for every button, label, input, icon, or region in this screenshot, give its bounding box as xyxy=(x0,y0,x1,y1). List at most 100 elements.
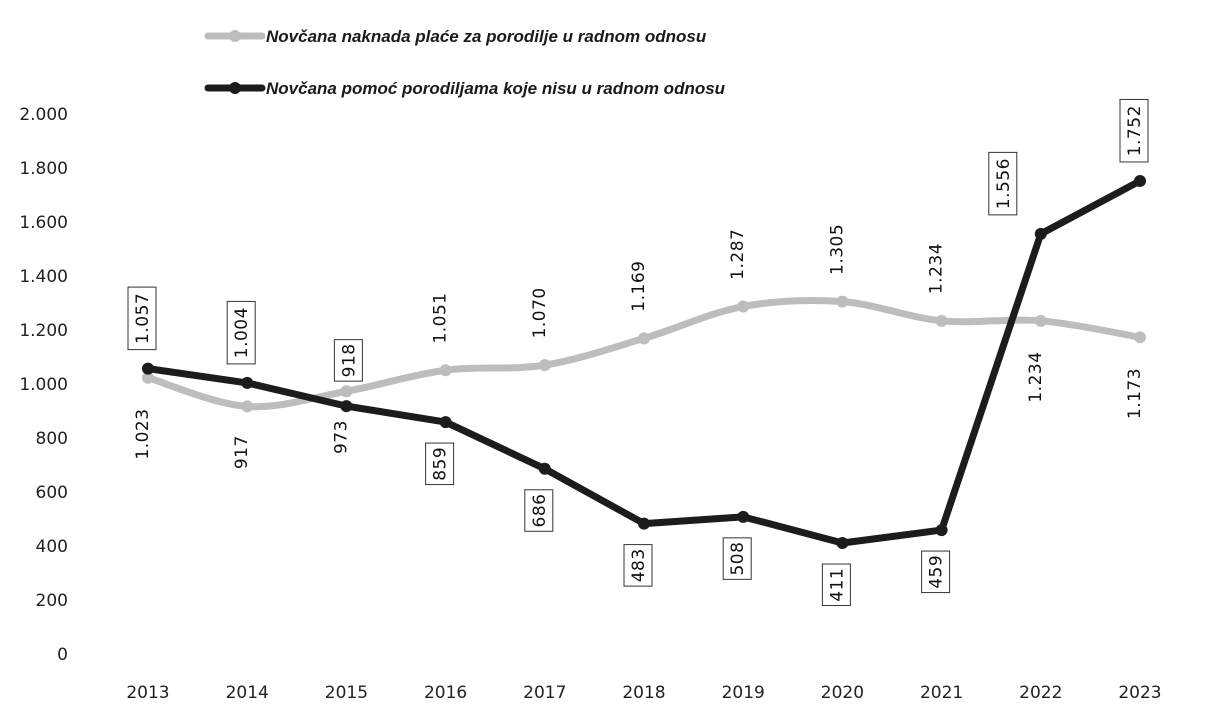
data-point-series-0 xyxy=(1034,314,1047,327)
y-tick-label: 600 xyxy=(36,483,68,503)
data-label-series-1: 1.752 xyxy=(1119,98,1149,163)
x-tick-label: 2019 xyxy=(722,683,765,703)
data-label-series-0-text: 1.023 xyxy=(133,408,153,459)
data-label-series-1-text: 459 xyxy=(927,555,947,589)
x-axis: 2013 2014 2015 2016 2017 2018 2019 2020 2021 2022… xyxy=(126,683,1161,703)
legend: Novčana naknada plaće za porodilje u rad… xyxy=(204,27,726,98)
data-label-series-1-box xyxy=(623,544,653,587)
data-point-series-0 xyxy=(1134,331,1146,344)
data-label-series-0-text: 973 xyxy=(331,420,351,454)
data-label-series-1-box xyxy=(988,151,1018,216)
data-label-series-0-text: 1.234 xyxy=(927,243,947,294)
data-label-series-0-text: 1.305 xyxy=(827,224,847,275)
y-tick-label: 1.400 xyxy=(19,267,68,287)
x-tick-label: 2015 xyxy=(325,683,368,703)
x-tick-label: 2017 xyxy=(523,683,566,703)
data-point-series-0 xyxy=(737,300,750,313)
data-label-series-1-text: 859 xyxy=(431,447,451,481)
data-label-series-1-box xyxy=(226,300,256,365)
data-label-series-1: 411 xyxy=(821,563,851,607)
data-point-series-1 xyxy=(142,362,154,375)
data-point-series-0 xyxy=(439,364,452,377)
data-label-series-1: 459 xyxy=(921,550,951,594)
x-tick-label: 2018 xyxy=(622,683,665,703)
x-tick-label: 2013 xyxy=(126,683,169,703)
x-tick-label: 2021 xyxy=(920,683,963,703)
data-label-series-0: 1.287 xyxy=(728,229,748,280)
data-label-series-0: 1.234 xyxy=(927,243,947,294)
data-label-series-1-text: 1.057 xyxy=(133,293,153,344)
data-point-series-0 xyxy=(340,385,353,398)
data-label-series-0-text: 1.070 xyxy=(530,287,550,338)
legend-marker-unemployed xyxy=(229,82,241,94)
x-tick-label: 2023 xyxy=(1118,683,1161,703)
data-label-series-1: 686 xyxy=(524,489,554,532)
y-axis: 0 200 400 600 800 1.000 1.200 1.400 1.600 1.800 2.… xyxy=(19,105,68,665)
data-label-series-1: 1.556 xyxy=(988,151,1018,216)
y-tick-label: 1.800 xyxy=(19,159,68,179)
data-point-series-0 xyxy=(638,332,650,345)
data-label-series-0: 1.051 xyxy=(431,292,451,343)
data-label-series-1-text: 1.752 xyxy=(1125,105,1145,156)
y-tick-label: 1.200 xyxy=(19,321,68,341)
legend-marker-employed xyxy=(229,30,241,42)
data-label-series-1-text: 483 xyxy=(629,548,649,582)
y-tick-label: 200 xyxy=(36,591,68,611)
data-label-series-1-box xyxy=(524,489,554,532)
data-label-series-1-text: 411 xyxy=(827,568,847,602)
data-label-series-0: 917 xyxy=(232,435,252,469)
data-point-series-0 xyxy=(241,400,254,413)
data-label-series-0: 1.169 xyxy=(629,261,649,312)
data-point-series-1 xyxy=(439,416,452,429)
data-label-series-0: 1.234 xyxy=(1026,351,1046,402)
data-point-series-0 xyxy=(836,295,849,308)
data-point-series-1 xyxy=(1134,174,1146,187)
data-point-series-1 xyxy=(340,400,353,413)
data-label-series-0-text: 1.051 xyxy=(431,292,451,343)
data-point-series-1 xyxy=(638,517,650,530)
y-tick-label: 2.000 xyxy=(19,105,68,125)
data-label-series-0: 1.173 xyxy=(1125,368,1145,419)
y-tick-label: 1.000 xyxy=(19,375,68,395)
data-label-series-0: 973 xyxy=(331,420,351,454)
data-label-series-1-box xyxy=(921,550,951,594)
x-tick-label: 2016 xyxy=(424,683,467,703)
y-tick-label: 1.600 xyxy=(19,213,68,233)
data-label-series-1-box xyxy=(1119,98,1149,163)
data-label-series-1-box xyxy=(821,563,851,607)
x-tick-label: 2020 xyxy=(821,683,864,703)
data-point-series-1 xyxy=(935,524,948,537)
data-label-series-0: 1.023 xyxy=(133,408,153,459)
data-label-series-1-box xyxy=(722,537,752,580)
data-label-series-1: 508 xyxy=(722,537,752,580)
data-label-series-1-text: 1.556 xyxy=(994,158,1014,209)
data-label-series-0-text: 917 xyxy=(232,435,252,469)
data-label-series-1: 859 xyxy=(425,442,455,486)
legend-label-employed: Novčana naknada plaće za porodilje u rad… xyxy=(266,27,707,46)
data-label-series-0: 1.070 xyxy=(530,287,550,338)
data-point-series-0 xyxy=(142,371,154,384)
data-label-series-0-text: 1.234 xyxy=(1026,351,1046,402)
data-point-series-0 xyxy=(538,359,551,372)
legend-label-unemployed: Novčana pomoć porodiljama koje nisu u ra… xyxy=(266,79,726,98)
data-point-series-0 xyxy=(935,314,948,327)
data-label-series-1-box xyxy=(425,442,455,486)
data-point-series-1 xyxy=(538,462,551,475)
series-line-1 xyxy=(144,177,1144,547)
y-tick-label: 400 xyxy=(36,537,68,557)
data-label-series-1-text: 686 xyxy=(530,494,550,528)
data-label-series-0-text: 1.169 xyxy=(629,261,649,312)
data-point-series-1 xyxy=(241,376,254,389)
x-tick-label: 2022 xyxy=(1019,683,1062,703)
data-labels: 1.023 917 973 1.051 1.070 1.169 1.287 1.305 1.23… xyxy=(127,98,1149,607)
data-label-series-1-text: 918 xyxy=(339,343,359,377)
data-label-series-1-box xyxy=(127,286,157,351)
data-label-series-1: 918 xyxy=(333,339,363,382)
x-tick-label: 2014 xyxy=(226,683,269,703)
data-point-series-1 xyxy=(1034,227,1047,240)
data-label-series-1-text: 508 xyxy=(728,542,748,576)
y-tick-label: 0 xyxy=(57,645,68,665)
data-label-series-1: 1.057 xyxy=(127,286,157,351)
data-label-series-1-box xyxy=(333,339,363,382)
